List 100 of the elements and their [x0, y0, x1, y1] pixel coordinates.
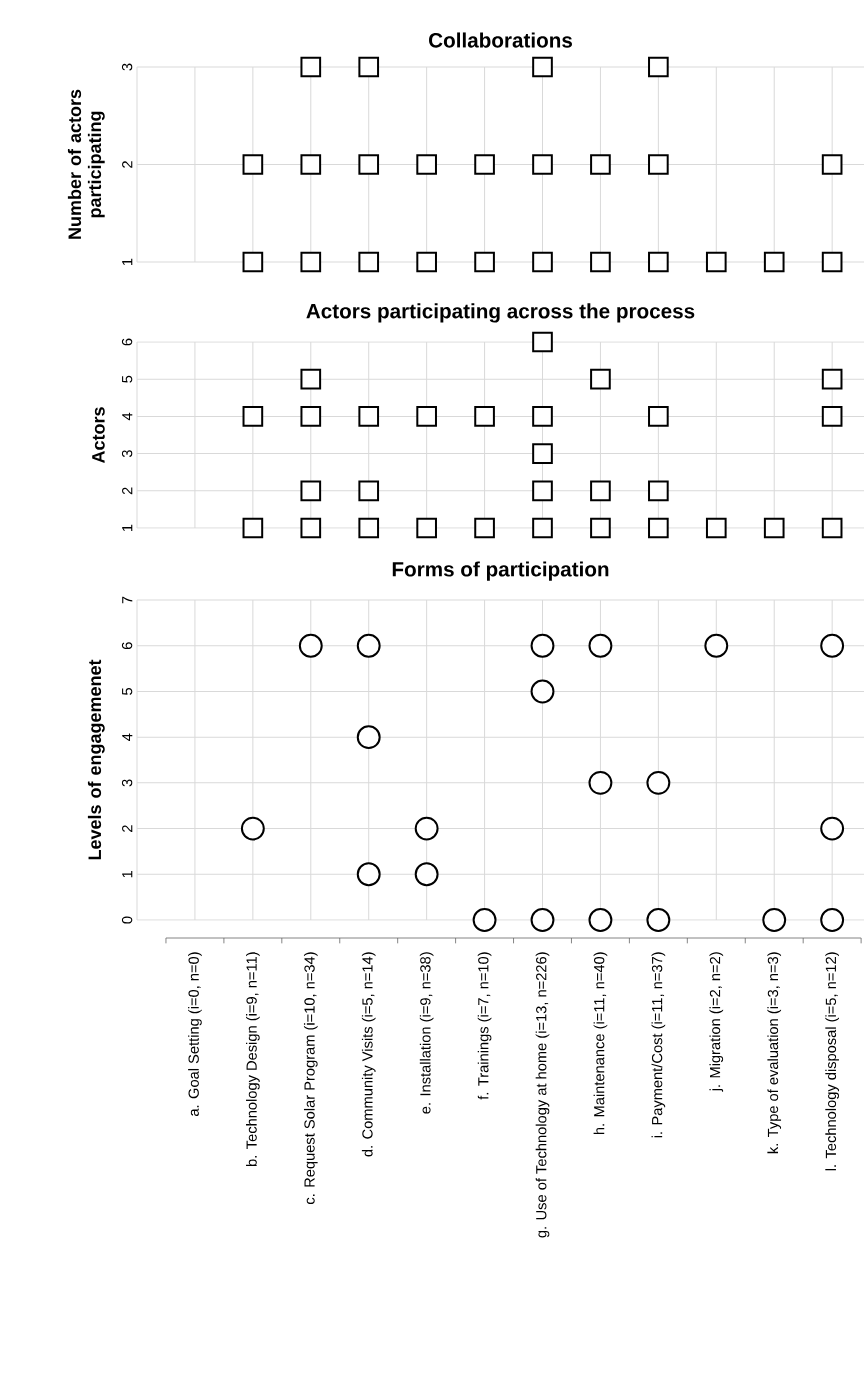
point [300, 406, 322, 427]
point [588, 770, 613, 795]
y-axis-title: Levels of engagemenet [87, 659, 105, 860]
point [300, 368, 322, 390]
y-tick-label: 6 [121, 338, 133, 346]
point [532, 480, 553, 502]
point [358, 480, 380, 502]
x-tick-label: l. Technology disposal (i=5, n=12) [825, 952, 839, 1171]
point [763, 251, 785, 273]
chart-title: Forms of participation [392, 561, 609, 581]
point [532, 517, 553, 539]
x-tick-label: k. Type of evaluation (i=3, n=3) [767, 952, 782, 1154]
x-tick-label: i. Payment/Cost (i=11, n=37) [651, 952, 666, 1138]
point [474, 251, 495, 273]
y-tick-label: 5 [122, 687, 133, 695]
point [416, 517, 437, 539]
point [762, 908, 787, 932]
point [532, 443, 553, 464]
y-tick-label: 3 [121, 779, 133, 787]
point [358, 154, 380, 175]
x-tick-label: f. Trainings (i=7, n=10) [477, 952, 492, 1100]
y-axis-title: Actors [92, 407, 105, 464]
point [300, 480, 322, 502]
point [648, 406, 669, 427]
point [530, 679, 555, 704]
point [532, 56, 553, 78]
point [821, 368, 843, 390]
point [242, 517, 264, 539]
point [358, 517, 380, 539]
y-tick-label: 1 [122, 524, 133, 531]
point [590, 251, 611, 273]
point [358, 406, 380, 427]
y-tick-label: 7 [122, 596, 133, 604]
point [530, 633, 555, 658]
x-tick-label: c. Request Solar Program (i=10, n=34) [303, 952, 318, 1205]
point [648, 154, 669, 175]
point [474, 406, 495, 427]
y-tick-label: 3 [121, 450, 133, 458]
point [416, 154, 437, 175]
y-tick-label: 0 [121, 916, 133, 924]
point [358, 251, 380, 273]
point [648, 517, 669, 539]
point [648, 251, 669, 273]
x-tick-label: e. Installation (i=9, n=38) [419, 952, 434, 1114]
point [763, 517, 785, 539]
point [356, 725, 381, 750]
point [242, 251, 264, 273]
point [648, 56, 669, 78]
y-tick-label: 1 [122, 870, 133, 878]
point [240, 816, 265, 841]
point [821, 251, 843, 273]
chart-title: Actors participating across the process [306, 303, 695, 323]
point [298, 633, 323, 658]
point [590, 368, 611, 390]
y-tick-label: 2 [122, 161, 133, 168]
point [530, 908, 555, 932]
point [648, 480, 669, 502]
point [705, 517, 727, 539]
point [590, 517, 611, 539]
point [474, 517, 495, 539]
point [472, 908, 497, 932]
y-tick-label: 1 [122, 258, 133, 265]
point [705, 251, 727, 273]
x-tick-label: g. Use of Technology at home (i=13, n=226) [535, 952, 550, 1238]
x-tick-label: j. Migration (i=2, n=2) [709, 952, 724, 1092]
point [300, 251, 322, 273]
point [646, 908, 671, 932]
point [474, 154, 495, 175]
point [821, 406, 843, 427]
y-axis-title: Number of actors participating [67, 89, 105, 239]
x-tick-label: d. Community Visits (i=5, n=14) [361, 952, 376, 1157]
point [414, 816, 439, 841]
y-tick-label: 4 [122, 733, 133, 741]
point [300, 154, 322, 175]
y-tick-label: 2 [122, 825, 133, 832]
point [590, 154, 611, 175]
point [821, 517, 843, 539]
point [300, 56, 322, 78]
point [532, 154, 553, 175]
point [242, 406, 264, 427]
point [590, 480, 611, 502]
point [646, 770, 671, 795]
point [356, 862, 381, 887]
x-tick-label: h. Maintenance (i=11, n=40) [593, 952, 608, 1135]
point [532, 331, 553, 353]
point [532, 406, 553, 427]
point [588, 908, 613, 932]
point [532, 251, 553, 273]
point [416, 406, 437, 427]
y-tick-label: 5 [122, 375, 133, 383]
point [704, 633, 729, 658]
y-tick-label: 2 [122, 487, 133, 495]
point [588, 633, 613, 658]
point [821, 154, 843, 175]
point [242, 154, 264, 175]
point [300, 517, 322, 539]
point [356, 633, 381, 658]
y-tick-label: 6 [121, 642, 133, 650]
point [414, 862, 439, 887]
x-tick-label: b. Technology Design (i=9, n=11) [246, 952, 260, 1166]
